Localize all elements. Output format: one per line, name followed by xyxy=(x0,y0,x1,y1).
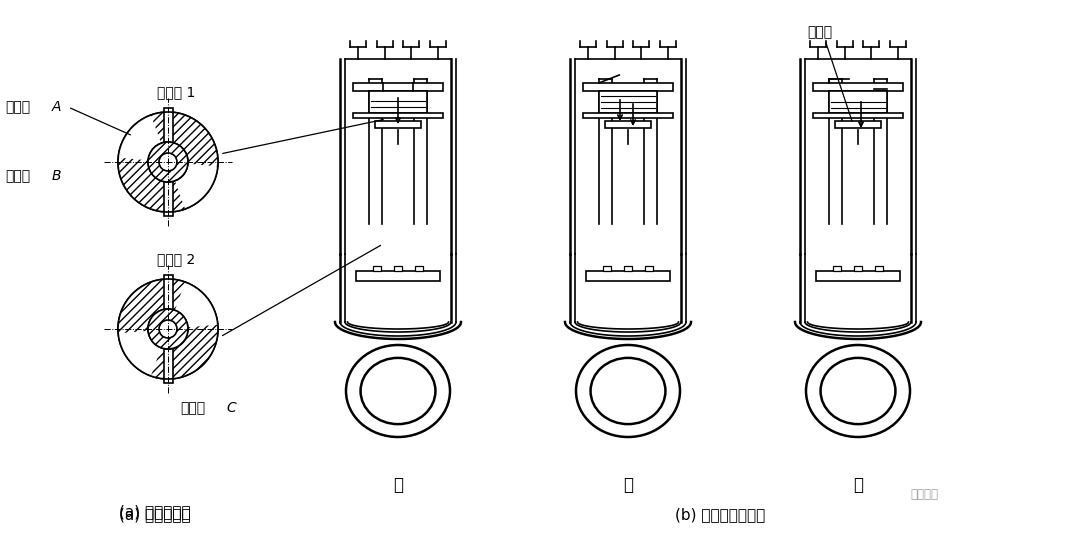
Circle shape xyxy=(148,309,188,349)
Bar xyxy=(353,113,443,118)
Bar xyxy=(163,108,173,216)
Text: C: C xyxy=(226,401,235,415)
Text: B: B xyxy=(52,169,62,183)
Wedge shape xyxy=(148,309,188,349)
Bar xyxy=(813,83,903,91)
Wedge shape xyxy=(118,279,168,379)
Bar xyxy=(394,266,402,271)
Wedge shape xyxy=(168,279,218,379)
Bar xyxy=(833,266,841,271)
Wedge shape xyxy=(118,329,168,376)
Bar xyxy=(854,266,862,271)
Bar xyxy=(598,91,657,113)
Bar xyxy=(163,275,173,383)
Wedge shape xyxy=(118,115,168,162)
Bar xyxy=(813,113,903,118)
Bar xyxy=(835,121,881,128)
Text: (a) 减振器结构: (a) 减振器结构 xyxy=(119,508,191,522)
Text: 中: 中 xyxy=(623,476,633,494)
Bar xyxy=(828,91,887,113)
Ellipse shape xyxy=(591,358,665,424)
Wedge shape xyxy=(168,112,218,212)
Bar xyxy=(353,83,443,91)
Bar xyxy=(375,121,421,128)
Wedge shape xyxy=(118,112,168,212)
Wedge shape xyxy=(168,282,218,329)
Bar xyxy=(624,266,632,271)
Circle shape xyxy=(159,320,177,338)
Bar xyxy=(585,271,671,281)
Circle shape xyxy=(148,142,188,182)
Bar xyxy=(583,83,673,91)
Bar xyxy=(369,91,428,113)
Text: 旋转阀 2: 旋转阀 2 xyxy=(157,252,195,266)
Text: 硬: 硬 xyxy=(853,476,863,494)
Text: 单向阀: 单向阀 xyxy=(808,25,833,39)
Bar xyxy=(373,266,381,271)
Wedge shape xyxy=(148,142,188,182)
Text: 节流孔: 节流孔 xyxy=(180,401,205,415)
Text: 驱动视界: 驱动视界 xyxy=(910,488,939,502)
Bar xyxy=(605,121,651,128)
Bar xyxy=(603,266,611,271)
Text: 节流孔: 节流孔 xyxy=(5,100,30,114)
Ellipse shape xyxy=(346,345,450,437)
Ellipse shape xyxy=(821,358,895,424)
Ellipse shape xyxy=(361,358,435,424)
Text: 软: 软 xyxy=(393,476,403,494)
Circle shape xyxy=(118,112,218,212)
Bar xyxy=(415,266,423,271)
Bar xyxy=(355,271,441,281)
Text: (a) 减振器结构: (a) 减振器结构 xyxy=(119,504,191,520)
Text: 节流孔: 节流孔 xyxy=(5,169,30,183)
Ellipse shape xyxy=(576,345,680,437)
Text: (b) 减振器内部回路: (b) 减振器内部回路 xyxy=(675,508,765,522)
Circle shape xyxy=(159,153,177,171)
Bar xyxy=(583,113,673,118)
Ellipse shape xyxy=(806,345,910,437)
Bar xyxy=(815,271,901,281)
Wedge shape xyxy=(168,162,218,209)
Bar xyxy=(645,266,653,271)
Circle shape xyxy=(118,279,218,379)
Bar xyxy=(875,266,883,271)
Text: A: A xyxy=(52,100,62,114)
Text: 旋转阀 1: 旋转阀 1 xyxy=(157,85,195,99)
